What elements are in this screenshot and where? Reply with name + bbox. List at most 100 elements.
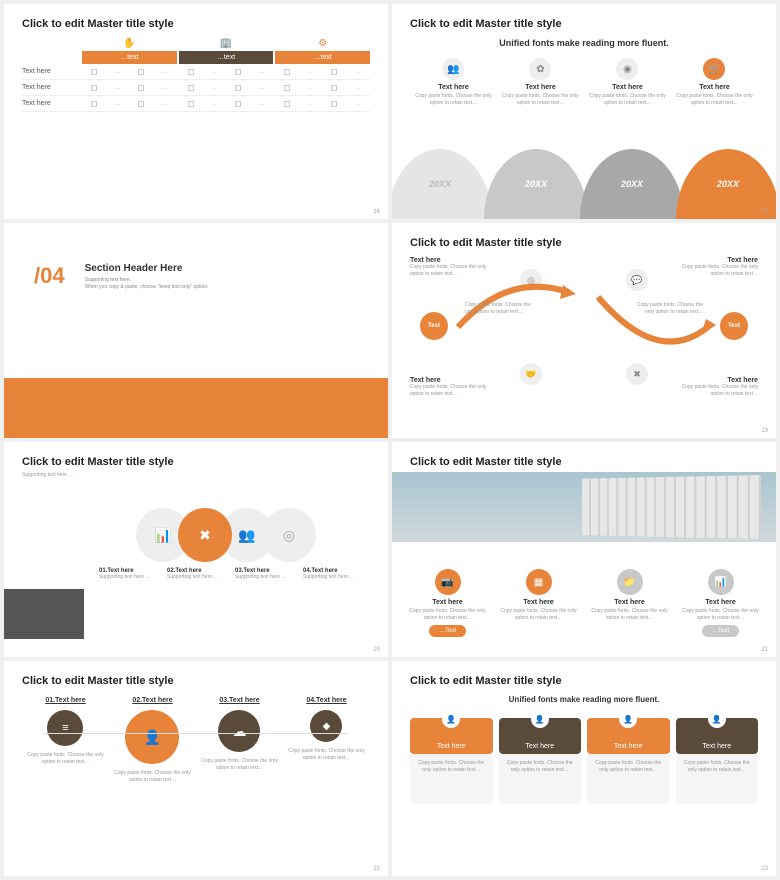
table-row: Text here … …… …… … — [22, 96, 370, 112]
person-icon: 👤 — [708, 710, 726, 728]
icon-row: 👥Text hereCopy paste fonts. Choose the o… — [410, 58, 758, 106]
grid-icon: ▦ — [526, 569, 552, 595]
row-label: Text here — [22, 68, 82, 75]
slide-title: Click to edit Master title style — [22, 18, 370, 30]
feature-item: ▦ Text here Copy paste fonts. Choose the… — [497, 569, 580, 637]
feature-icon: ◉ — [616, 58, 638, 80]
item-desc: Copy paste fonts. Choose the only option… — [415, 93, 492, 106]
feature-item: 📁 Text here Copy paste fonts. Choose the… — [588, 569, 671, 637]
connector-line — [44, 733, 348, 734]
text-pill[interactable]: …Text — [702, 625, 739, 637]
page-number: 20 — [373, 647, 380, 653]
slide-3: /04 Section Header Here Supporting text … — [4, 223, 388, 438]
slide-1: Click to edit Master title style ✋ 🏢 ⚙ …… — [4, 4, 388, 219]
subtitle: Unified fonts make reading more fluent. — [410, 38, 758, 48]
slide-title: Click to edit Master title style — [410, 456, 758, 468]
col-icon: ⚙ — [275, 38, 370, 49]
slide-title: Click to edit Master title style — [410, 675, 758, 687]
year-arc: 20XX — [484, 149, 588, 219]
flow-node: Text — [420, 312, 448, 340]
slide-6: Click to edit Master title style 📷 Text … — [392, 442, 776, 657]
slide-5: Click to edit Master title style Support… — [4, 442, 388, 657]
col-header: …text — [275, 51, 370, 64]
page-number: 16 — [373, 209, 380, 215]
section-bar — [4, 378, 388, 438]
table-body: Text here … …… …… … Text here … …… …… … … — [22, 64, 370, 112]
slide-title: Click to edit Master title style — [410, 237, 758, 249]
feature-item: ✿Text hereCopy paste fonts. Choose the o… — [502, 58, 579, 106]
table-row: Text here … …… …… … — [22, 64, 370, 80]
step-item: 02.Text here👤Copy paste fonts. Choose th… — [114, 697, 191, 783]
feature-item: 👥Text hereCopy paste fonts. Choose the o… — [415, 58, 492, 106]
col-icon: 🏢 — [179, 38, 274, 49]
slide-title: Click to edit Master title style — [22, 456, 370, 468]
table-header: …text …text …text — [82, 51, 370, 64]
page-number: 23 — [761, 866, 768, 872]
slide-8: Click to edit Master title style Unified… — [392, 661, 776, 876]
subtitle: Unified fonts make reading more fluent. — [410, 695, 758, 704]
feature-row: 📷 Text here Copy paste fonts. Choose the… — [406, 569, 762, 637]
chart-icon: 📊 — [708, 569, 734, 595]
subtitle: Supporting text here … — [22, 472, 370, 478]
circle-icon: ✖ — [178, 508, 232, 562]
stack-icon: ≡ — [47, 710, 83, 746]
feature-item: 📷 Text here Copy paste fonts. Choose the… — [406, 569, 489, 637]
step-item: 01.Text here≡Copy paste fonts. Choose th… — [27, 697, 104, 765]
section-sub: When you copy & paste, choose "keep text… — [85, 284, 209, 291]
card-row: 👤Text hereCopy paste fonts. Choose the o… — [410, 718, 758, 804]
cloud-icon: ☁ — [218, 710, 260, 752]
folder-icon: 📁 — [617, 569, 643, 595]
col-header: …text — [82, 51, 177, 64]
image-placeholder — [4, 589, 84, 639]
table-row: Text here … …… …… … — [22, 80, 370, 96]
info-card: 👤Text hereCopy paste fonts. Choose the o… — [676, 718, 759, 804]
col-header: …text — [179, 51, 274, 64]
page-number: 21 — [761, 647, 768, 653]
person-icon: 👤 — [125, 710, 179, 764]
section-title: Section Header Here — [85, 263, 209, 274]
feature-icon: 🛒 — [703, 58, 725, 80]
year-arc: 20XX — [580, 149, 684, 219]
building-image — [392, 472, 776, 542]
camera-icon: 📷 — [435, 569, 461, 595]
col-icon: ✋ — [82, 38, 177, 49]
info-card: 👤Text hereCopy paste fonts. Choose the o… — [587, 718, 670, 804]
arc-row: 20XX 20XX 20XX 20XX — [392, 149, 776, 219]
flow-diagram: Text hereCopy paste fonts. Choose the on… — [410, 257, 758, 397]
slide-title: Click to edit Master title style — [22, 675, 370, 687]
row-label: Text here — [22, 100, 82, 107]
card-body: Copy paste fonts. Choose the only option… — [410, 754, 493, 804]
page-number: 17 — [761, 209, 768, 215]
circle-row: 📊 ✖ 👥 ◎ — [22, 508, 370, 562]
feature-item: ◉Text hereCopy paste fonts. Choose the o… — [589, 58, 666, 106]
section-number: /04 — [34, 263, 65, 289]
flow-arrows — [448, 277, 718, 377]
info-card: 👤Text hereCopy paste fonts. Choose the o… — [410, 718, 493, 804]
circle-icon: ◎ — [262, 508, 316, 562]
slide-2: Click to edit Master title style Unified… — [392, 4, 776, 219]
page-number: 19 — [761, 428, 768, 434]
label-row: 01.Text hereSupporting text here … 02.Te… — [22, 568, 370, 580]
step-row: 01.Text here≡Copy paste fonts. Choose th… — [22, 697, 370, 783]
slide-4: Click to edit Master title style Text he… — [392, 223, 776, 438]
feature-item: 📊 Text here Copy paste fonts. Choose the… — [679, 569, 762, 637]
slide-title: Click to edit Master title style — [410, 18, 758, 30]
info-card: 👤Text hereCopy paste fonts. Choose the o… — [499, 718, 582, 804]
slide-7: Click to edit Master title style 01.Text… — [4, 661, 388, 876]
text-button[interactable]: …Text — [429, 625, 466, 637]
feature-item: 🛒Text hereCopy paste fonts. Choose the o… — [676, 58, 753, 106]
section-sub: Supporting text here. — [85, 277, 209, 284]
diamond-icon: ◆ — [310, 710, 342, 742]
step-item: 04.Text here◆Copy paste fonts. Choose th… — [288, 697, 365, 761]
year-arc: 20XX — [392, 149, 492, 219]
flow-node: Text — [720, 312, 748, 340]
table-icon-row: ✋ 🏢 ⚙ — [82, 38, 370, 49]
person-icon: 👤 — [442, 710, 460, 728]
page-number: 22 — [373, 866, 380, 872]
item-title: Text here — [415, 84, 492, 91]
person-icon: 👤 — [531, 710, 549, 728]
feature-icon: ✿ — [529, 58, 551, 80]
person-icon: 👤 — [619, 710, 637, 728]
step-item: 03.Text here☁Copy paste fonts. Choose th… — [201, 697, 278, 771]
slide-grid: Click to edit Master title style ✋ 🏢 ⚙ …… — [0, 0, 780, 880]
